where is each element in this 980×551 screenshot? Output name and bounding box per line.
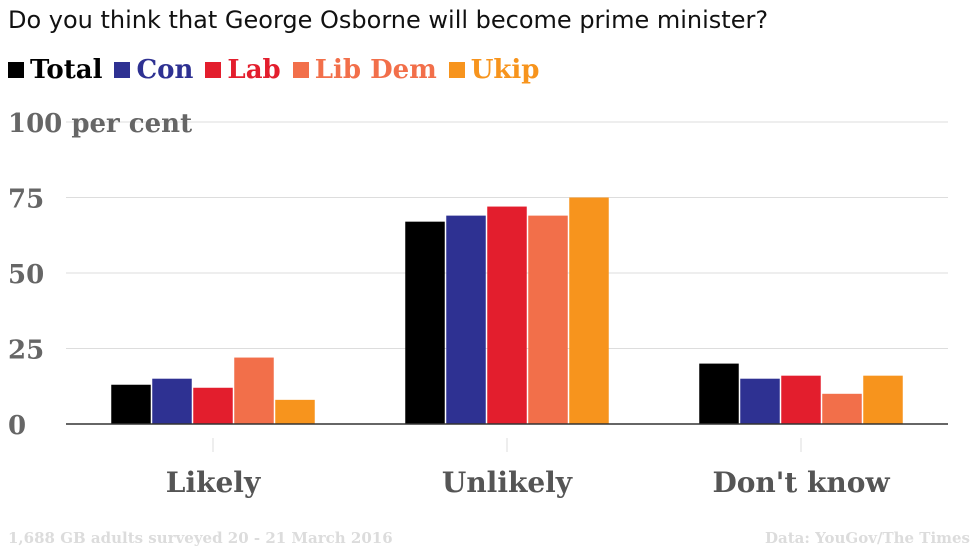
legend: Total Con Lab Lib Dem Ukip: [8, 55, 551, 85]
legend-item: Lib Dem: [292, 55, 437, 85]
bar: [487, 206, 527, 424]
legend-label: Total: [30, 55, 103, 85]
legend-item: Lab: [205, 55, 281, 85]
survey-note: 1,688 GB adults surveyed 20 - 21 March 2…: [8, 529, 393, 547]
bar: [111, 384, 151, 424]
bar: [699, 363, 739, 424]
y-tick-label: 75: [8, 185, 44, 215]
legend-label: Ukip: [470, 55, 540, 85]
legend-item: Con: [114, 55, 193, 85]
legend-item: Total: [8, 55, 102, 85]
bar: [740, 378, 780, 424]
x-tick-label: Don't know: [712, 466, 890, 499]
bar: [822, 393, 862, 424]
legend-label: Lab: [227, 55, 281, 85]
legend-swatch: [205, 62, 222, 78]
legend-label: Lib Dem: [314, 55, 437, 85]
bar: [781, 375, 821, 424]
legend-swatch: [114, 62, 131, 78]
bar: [528, 215, 568, 424]
legend-swatch: [448, 62, 465, 78]
bar: [275, 399, 315, 424]
bar: [193, 387, 233, 424]
y-tick-label: 50: [8, 260, 44, 290]
x-tick-label: Unlikely: [442, 466, 573, 499]
x-tick-label: Likely: [166, 466, 261, 499]
legend-swatch: [8, 62, 24, 78]
y-tick-label: 25: [8, 336, 44, 366]
chart-title: Do you think that George Osborne will be…: [8, 6, 769, 34]
bar: [446, 215, 486, 424]
legend-item: Ukip: [448, 55, 540, 85]
data-source: Data: YouGov/The Times: [764, 529, 970, 547]
legend-swatch: [292, 62, 309, 78]
legend-label: Con: [136, 55, 194, 85]
y-tick-label: 100 per cent: [8, 109, 192, 139]
y-tick-label: 0: [8, 411, 26, 441]
bar: [234, 357, 274, 424]
bar: [569, 197, 609, 424]
bar: [405, 221, 445, 424]
bar: [152, 378, 192, 424]
bar: [863, 375, 903, 424]
